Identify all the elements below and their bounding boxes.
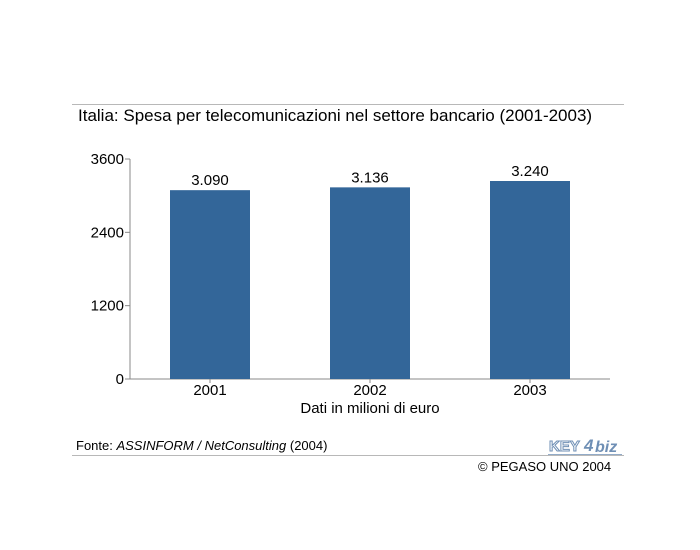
source-year: (2004) <box>286 438 328 453</box>
source-name: ASSINFORM / NetConsulting <box>116 438 287 453</box>
bar <box>330 187 410 379</box>
x-axis-label: Dati in milioni di euro <box>300 400 440 417</box>
y-tick-label: 0 <box>116 371 124 388</box>
chart-title: Italia: Spesa per telecomunicazioni nel … <box>78 106 593 125</box>
logo-4-text: 4 <box>583 436 594 455</box>
y-tick-label: 3600 <box>91 151 124 168</box>
source-note: Fonte: ASSINFORM / NetConsulting (2004) <box>76 438 327 453</box>
x-tick-label: 2003 <box>513 382 546 399</box>
x-tick-label: 2001 <box>193 382 226 399</box>
source-prefix: Fonte: <box>76 438 117 453</box>
logo-key-text: KEY <box>549 438 580 455</box>
data-label: 3.136 <box>351 169 389 186</box>
data-label: 3.240 <box>511 163 549 180</box>
x-tick-label: 2002 <box>353 382 386 399</box>
y-tick-label: 2400 <box>91 224 124 241</box>
copyright-text: © PEGASO UNO 2004 <box>478 459 612 474</box>
y-tick-label: 1200 <box>91 298 124 315</box>
data-label: 3.090 <box>191 172 229 189</box>
bar <box>490 181 570 379</box>
logo-biz-text: biz <box>595 439 617 456</box>
bar <box>170 190 250 379</box>
bottom-rule <box>72 455 624 456</box>
key4biz-logo: KEY 4 biz <box>548 436 622 456</box>
top-rule <box>72 104 624 105</box>
